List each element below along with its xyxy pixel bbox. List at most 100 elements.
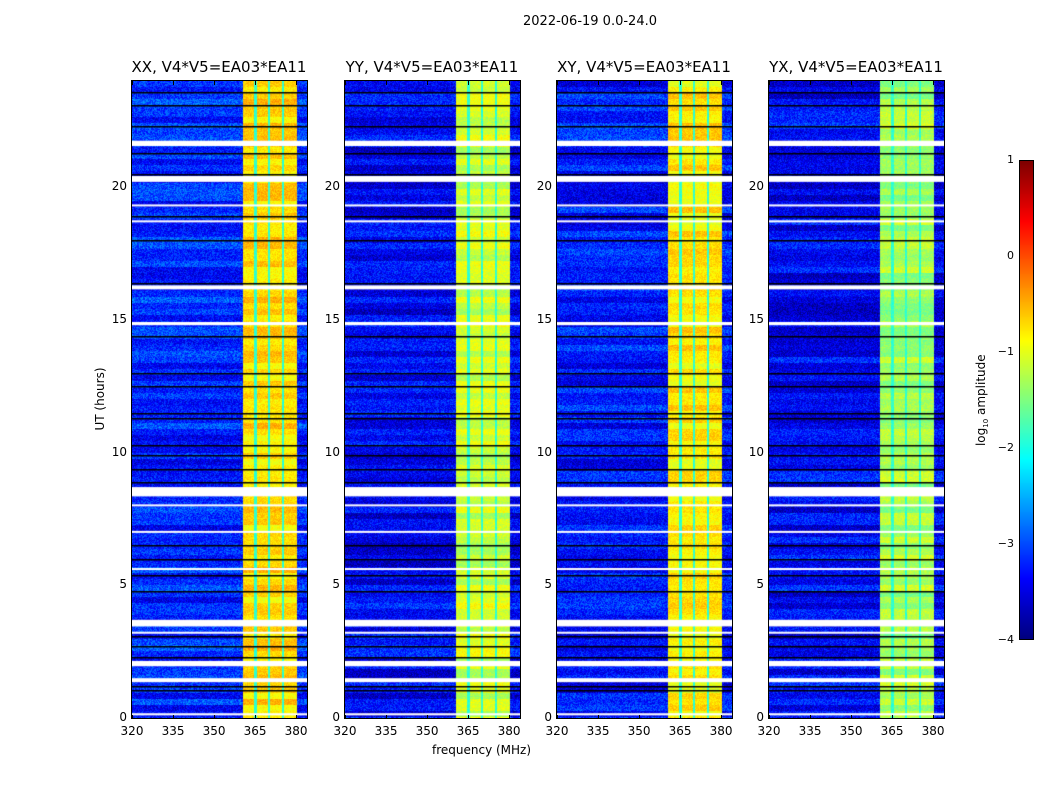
x-tick-label: 320: [120, 724, 144, 738]
y-tick-label: 5: [756, 577, 764, 592]
x-tick-label: 380: [709, 724, 733, 738]
y-tick-label: 0: [332, 710, 340, 724]
x-tick-mark: [509, 81, 511, 85]
colorbar: [1019, 160, 1034, 640]
x-tick-mark: [386, 715, 388, 719]
x-tick-label: 335: [798, 724, 822, 738]
x-tick-label: 320: [757, 724, 781, 738]
x-tick-label: 365: [880, 724, 904, 738]
x-tick-label: 350: [202, 724, 226, 738]
x-tick-mark: [810, 81, 812, 85]
x-tick-label: 335: [586, 724, 610, 738]
y-tick-label: 20: [111, 179, 127, 194]
panel-title: YX, V4*V5=EA03*EA11: [769, 58, 943, 76]
x-tick-label: 335: [161, 724, 185, 738]
x-tick-mark: [851, 81, 853, 85]
x-tick-mark: [892, 81, 894, 85]
heatmap-panel: [344, 80, 521, 719]
x-tick-mark: [427, 715, 429, 719]
x-tick-mark: [132, 715, 133, 719]
panel-title: XY, V4*V5=EA03*EA11: [557, 58, 731, 76]
x-tick-mark: [933, 715, 935, 719]
heatmap-image: [769, 81, 944, 718]
colorbar-label: log10 amplitude: [973, 354, 991, 447]
colorbar-tick-label: 0: [1007, 249, 1014, 262]
x-tick-mark: [386, 81, 388, 85]
y-tick-label: 20: [324, 179, 340, 194]
y-tick-label: 0: [544, 710, 552, 724]
x-axis-label: frequency (MHz): [432, 743, 532, 757]
y-tick-label: 20: [536, 179, 552, 194]
x-tick-mark: [680, 715, 682, 719]
x-tick-label: 335: [374, 724, 398, 738]
y-tick-label: 10: [324, 444, 340, 459]
y-tick-label: 5: [119, 577, 127, 592]
x-tick-mark: [639, 715, 641, 719]
heatmap-panel: [131, 80, 308, 719]
x-tick-mark: [173, 715, 175, 719]
figure-title: 2022-06-19 0.0-24.0: [523, 14, 657, 29]
x-tick-mark: [933, 81, 935, 85]
x-tick-mark: [296, 81, 298, 85]
x-tick-mark: [214, 81, 216, 85]
heatmap-panel: [556, 80, 733, 719]
x-tick-mark: [468, 715, 470, 719]
x-tick-label: 350: [839, 724, 863, 738]
y-tick-label: 15: [324, 311, 340, 326]
x-tick-mark: [509, 715, 511, 719]
x-tick-mark: [345, 715, 346, 719]
x-tick-label: 320: [545, 724, 569, 738]
y-tick-label: 10: [111, 444, 127, 459]
x-tick-label: 365: [456, 724, 480, 738]
heatmap-panel: [768, 80, 945, 719]
panel-title: XX, V4*V5=EA03*EA11: [131, 58, 307, 76]
y-tick-label: 5: [544, 577, 552, 592]
y-tick-label: 5: [332, 577, 340, 592]
y-tick-label: 10: [748, 444, 764, 459]
y-tick-label: 10: [536, 444, 552, 459]
x-tick-mark: [769, 81, 770, 85]
x-tick-label: 380: [497, 724, 521, 738]
panel-title: YY, V4*V5=EA03*EA11: [345, 58, 519, 76]
x-tick-mark: [255, 81, 257, 85]
x-tick-label: 380: [284, 724, 308, 738]
x-tick-mark: [721, 81, 723, 85]
colorbar-tick-label: −1: [997, 345, 1014, 358]
y-tick-label: 0: [756, 710, 764, 724]
colorbar-tick-label: −2: [997, 441, 1014, 454]
x-tick-mark: [427, 81, 429, 85]
x-tick-mark: [598, 81, 600, 85]
x-tick-mark: [557, 715, 558, 719]
heatmap-image: [557, 81, 732, 718]
x-tick-label: 320: [333, 724, 357, 738]
x-tick-mark: [598, 715, 600, 719]
colorbar-tick-label: −4: [997, 633, 1014, 646]
x-tick-mark: [468, 81, 470, 85]
colorbar-tick-label: 1: [1007, 153, 1014, 166]
x-tick-mark: [557, 81, 558, 85]
x-tick-mark: [296, 715, 298, 719]
x-tick-mark: [721, 715, 723, 719]
x-tick-label: 365: [668, 724, 692, 738]
x-tick-mark: [173, 81, 175, 85]
x-tick-label: 380: [921, 724, 945, 738]
x-tick-label: 365: [243, 724, 267, 738]
x-tick-mark: [214, 715, 216, 719]
x-tick-mark: [345, 81, 346, 85]
x-tick-mark: [892, 715, 894, 719]
y-tick-label: 15: [536, 311, 552, 326]
heatmap-image: [132, 81, 307, 718]
x-tick-mark: [132, 81, 133, 85]
y-tick-label: 15: [748, 311, 764, 326]
heatmap-image: [345, 81, 520, 718]
y-tick-label: 15: [111, 311, 127, 326]
y-tick-label: 20: [748, 179, 764, 194]
x-tick-mark: [851, 715, 853, 719]
x-tick-mark: [680, 81, 682, 85]
x-tick-mark: [769, 715, 770, 719]
x-tick-mark: [255, 715, 257, 719]
y-tick-label: 0: [119, 710, 127, 724]
x-tick-mark: [810, 715, 812, 719]
y-axis-label: UT (hours): [93, 367, 107, 431]
